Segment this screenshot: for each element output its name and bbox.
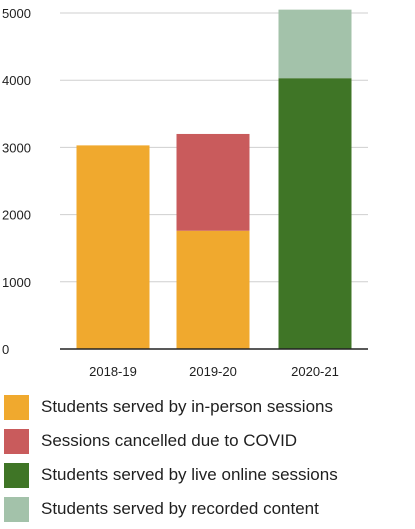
legend-label-live-online: Students served by live online sessions bbox=[41, 465, 338, 484]
legend-item: Sessions cancelled due to COVID bbox=[4, 424, 338, 458]
bar-segment bbox=[278, 78, 352, 350]
y-tick-label: 0 bbox=[2, 342, 9, 357]
y-tick-label: 4000 bbox=[2, 73, 31, 88]
y-tick-label: 3000 bbox=[2, 140, 31, 155]
bar-segment bbox=[176, 230, 250, 349]
bars bbox=[76, 9, 352, 350]
legend-item: Students served by in-person sessions bbox=[4, 390, 338, 424]
legend-swatch-cancelled bbox=[4, 428, 29, 454]
y-tick-label: 5000 bbox=[2, 6, 31, 21]
legend-label-cancelled: Sessions cancelled due to COVID bbox=[41, 431, 298, 450]
legend: Students served by in-person sessions Se… bbox=[4, 390, 338, 526]
legend-label-in-person: Students served by in-person sessions bbox=[41, 397, 333, 416]
legend-swatch-in-person bbox=[4, 394, 29, 420]
x-tick-label: 2018-19 bbox=[89, 364, 137, 379]
bar-segment bbox=[176, 133, 250, 231]
x-tick-label: 2020-21 bbox=[291, 364, 339, 379]
y-tick-label: 2000 bbox=[2, 208, 31, 223]
bar-segment bbox=[76, 145, 150, 349]
x-tick-labels: 2018-19 2019-20 2020-21 bbox=[89, 364, 339, 379]
legend-label-recorded: Students served by recorded content bbox=[41, 499, 319, 518]
y-tick-labels: 0 1000 2000 3000 4000 5000 bbox=[2, 6, 31, 357]
legend-item: Students served by live online sessions bbox=[4, 458, 338, 492]
legend-swatch-recorded bbox=[4, 496, 29, 522]
bar-chart: 0 1000 2000 3000 4000 5000 2018-19 2019-20 2020… bbox=[2, 6, 368, 379]
legend-item: Students served by recorded content bbox=[4, 492, 338, 526]
x-tick-label: 2019-20 bbox=[189, 364, 237, 379]
legend-swatch-live-online bbox=[4, 462, 29, 488]
y-tick-label: 1000 bbox=[2, 275, 31, 290]
bar-segment bbox=[278, 9, 352, 79]
